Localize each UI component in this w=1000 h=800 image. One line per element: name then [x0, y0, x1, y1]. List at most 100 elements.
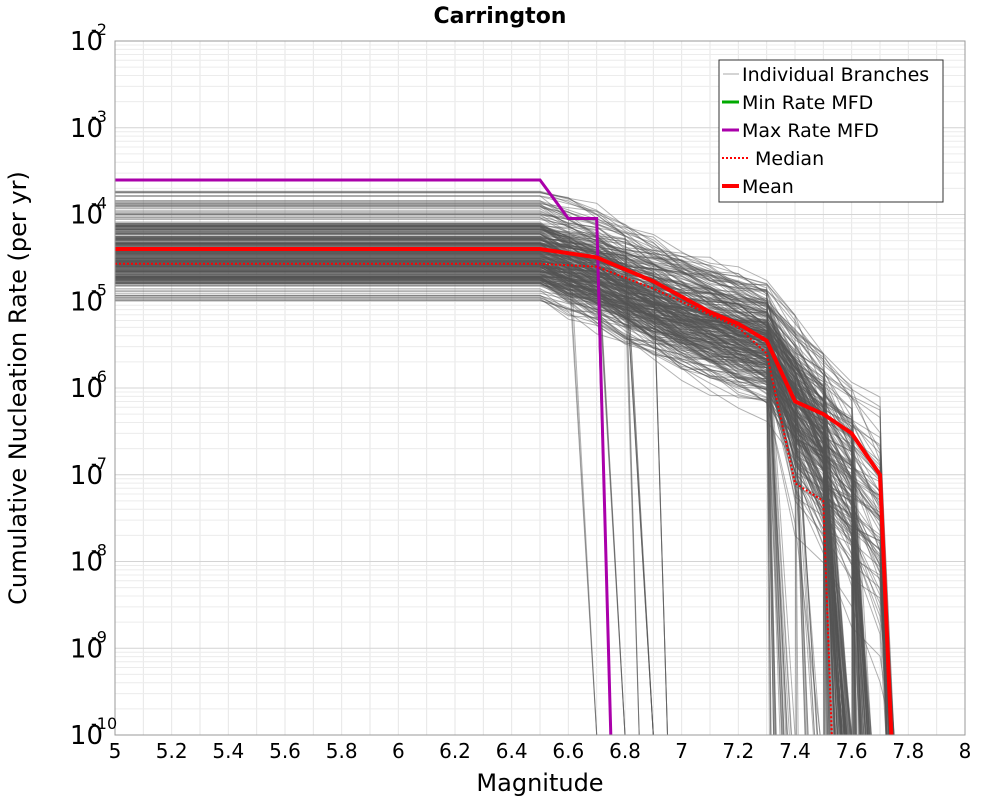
branch-line	[115, 263, 871, 736]
branch-line	[115, 259, 838, 736]
branch-line	[115, 250, 829, 736]
branch-line	[115, 261, 772, 736]
individual-branches	[115, 190, 895, 736]
branch-line	[115, 281, 892, 736]
branch-line	[115, 239, 861, 736]
branch-line	[115, 269, 894, 736]
y-tick-label: 10	[70, 287, 103, 317]
legend-label-mean: Mean	[742, 176, 794, 198]
branch-line	[115, 269, 846, 736]
branch-line	[115, 236, 889, 736]
branch-line	[115, 255, 870, 736]
branch-line	[115, 252, 868, 736]
branch-line	[115, 229, 783, 736]
branch-line	[115, 247, 853, 736]
branch-line	[115, 249, 890, 736]
branch-line	[115, 269, 866, 736]
branch-line	[115, 191, 892, 736]
branch-line	[115, 229, 868, 736]
branch-line	[115, 279, 867, 736]
y-tick-exponent: -9	[91, 627, 107, 646]
branch-line	[115, 273, 872, 736]
branch-line	[115, 236, 792, 736]
branch-line	[115, 238, 640, 736]
branch-line	[115, 279, 840, 736]
branch-line	[115, 270, 870, 736]
branch-line	[115, 223, 654, 736]
branch-line	[115, 211, 797, 736]
branch-line	[115, 237, 788, 736]
branch-line	[115, 261, 861, 736]
branch-line	[115, 275, 831, 736]
branch-line	[115, 225, 834, 736]
branch-line	[115, 232, 892, 736]
branch-line	[115, 297, 888, 736]
branch-line	[115, 262, 895, 736]
branch-line	[115, 238, 857, 736]
branch-line	[115, 203, 835, 736]
branch-line	[115, 243, 863, 736]
branch-line	[115, 225, 825, 736]
branch-line	[115, 248, 840, 736]
x-axis-ticks: 5 5.2 5.4 5.6 5.8 6 6.2 6.4 6.6 6.8 7 7.2 7.4 7.6 7.8 8	[109, 739, 972, 763]
grid	[114, 41, 966, 736]
branch-line	[115, 300, 841, 736]
branch-line	[115, 260, 843, 736]
branch-line	[115, 264, 843, 736]
branch-line	[115, 225, 846, 736]
branch-line	[115, 200, 862, 736]
branch-line	[115, 231, 842, 736]
branch-line	[115, 262, 854, 736]
y-tick-label: 10	[70, 461, 103, 491]
y-tick-label: 10	[70, 721, 103, 751]
branch-line	[115, 247, 776, 736]
branch-line	[115, 283, 858, 736]
branch-line	[115, 217, 827, 736]
branch-line	[115, 271, 892, 736]
legend-label-branches: Individual Branches	[742, 64, 929, 86]
branch-line	[115, 275, 790, 736]
x-tick-label: 7.8	[892, 739, 924, 763]
branch-line	[115, 250, 843, 736]
series-line-mean	[115, 247, 894, 736]
branch-line	[115, 242, 869, 736]
branch-line	[115, 261, 895, 736]
branch-line	[115, 254, 869, 736]
x-tick-label: 7.6	[836, 739, 868, 763]
y-tick-exponent: -3	[91, 107, 107, 126]
branch-line	[115, 263, 894, 736]
branch-line	[115, 227, 626, 736]
branch-line	[115, 271, 775, 736]
branch-line	[115, 241, 892, 736]
branch-line	[115, 288, 855, 736]
branch-line	[115, 281, 895, 736]
branch-line	[115, 277, 890, 736]
branch-line	[115, 268, 857, 736]
branch-line	[115, 246, 841, 736]
branch-line	[115, 260, 848, 736]
branch-line	[115, 266, 862, 736]
branch-line	[115, 295, 836, 736]
branch-line	[115, 250, 861, 736]
x-tick-label: 6.8	[609, 739, 641, 763]
branch-line	[115, 275, 890, 736]
branch-line	[115, 275, 867, 736]
branch-line	[115, 282, 856, 736]
branch-line	[115, 225, 851, 736]
branch-line	[115, 285, 856, 736]
branch-line	[115, 281, 893, 736]
branch-line	[115, 224, 825, 736]
branch-line	[115, 270, 854, 736]
branch-line	[115, 278, 846, 736]
branch-line	[115, 263, 809, 736]
x-tick-label: 8	[959, 739, 972, 763]
branch-line	[115, 255, 890, 736]
branch-line	[115, 263, 853, 736]
y-tick-exponent: -2	[91, 20, 107, 39]
branch-line	[115, 253, 838, 736]
branch-line	[115, 233, 856, 736]
branch-line	[115, 260, 894, 736]
branch-line	[115, 258, 834, 736]
branch-line	[115, 223, 626, 736]
